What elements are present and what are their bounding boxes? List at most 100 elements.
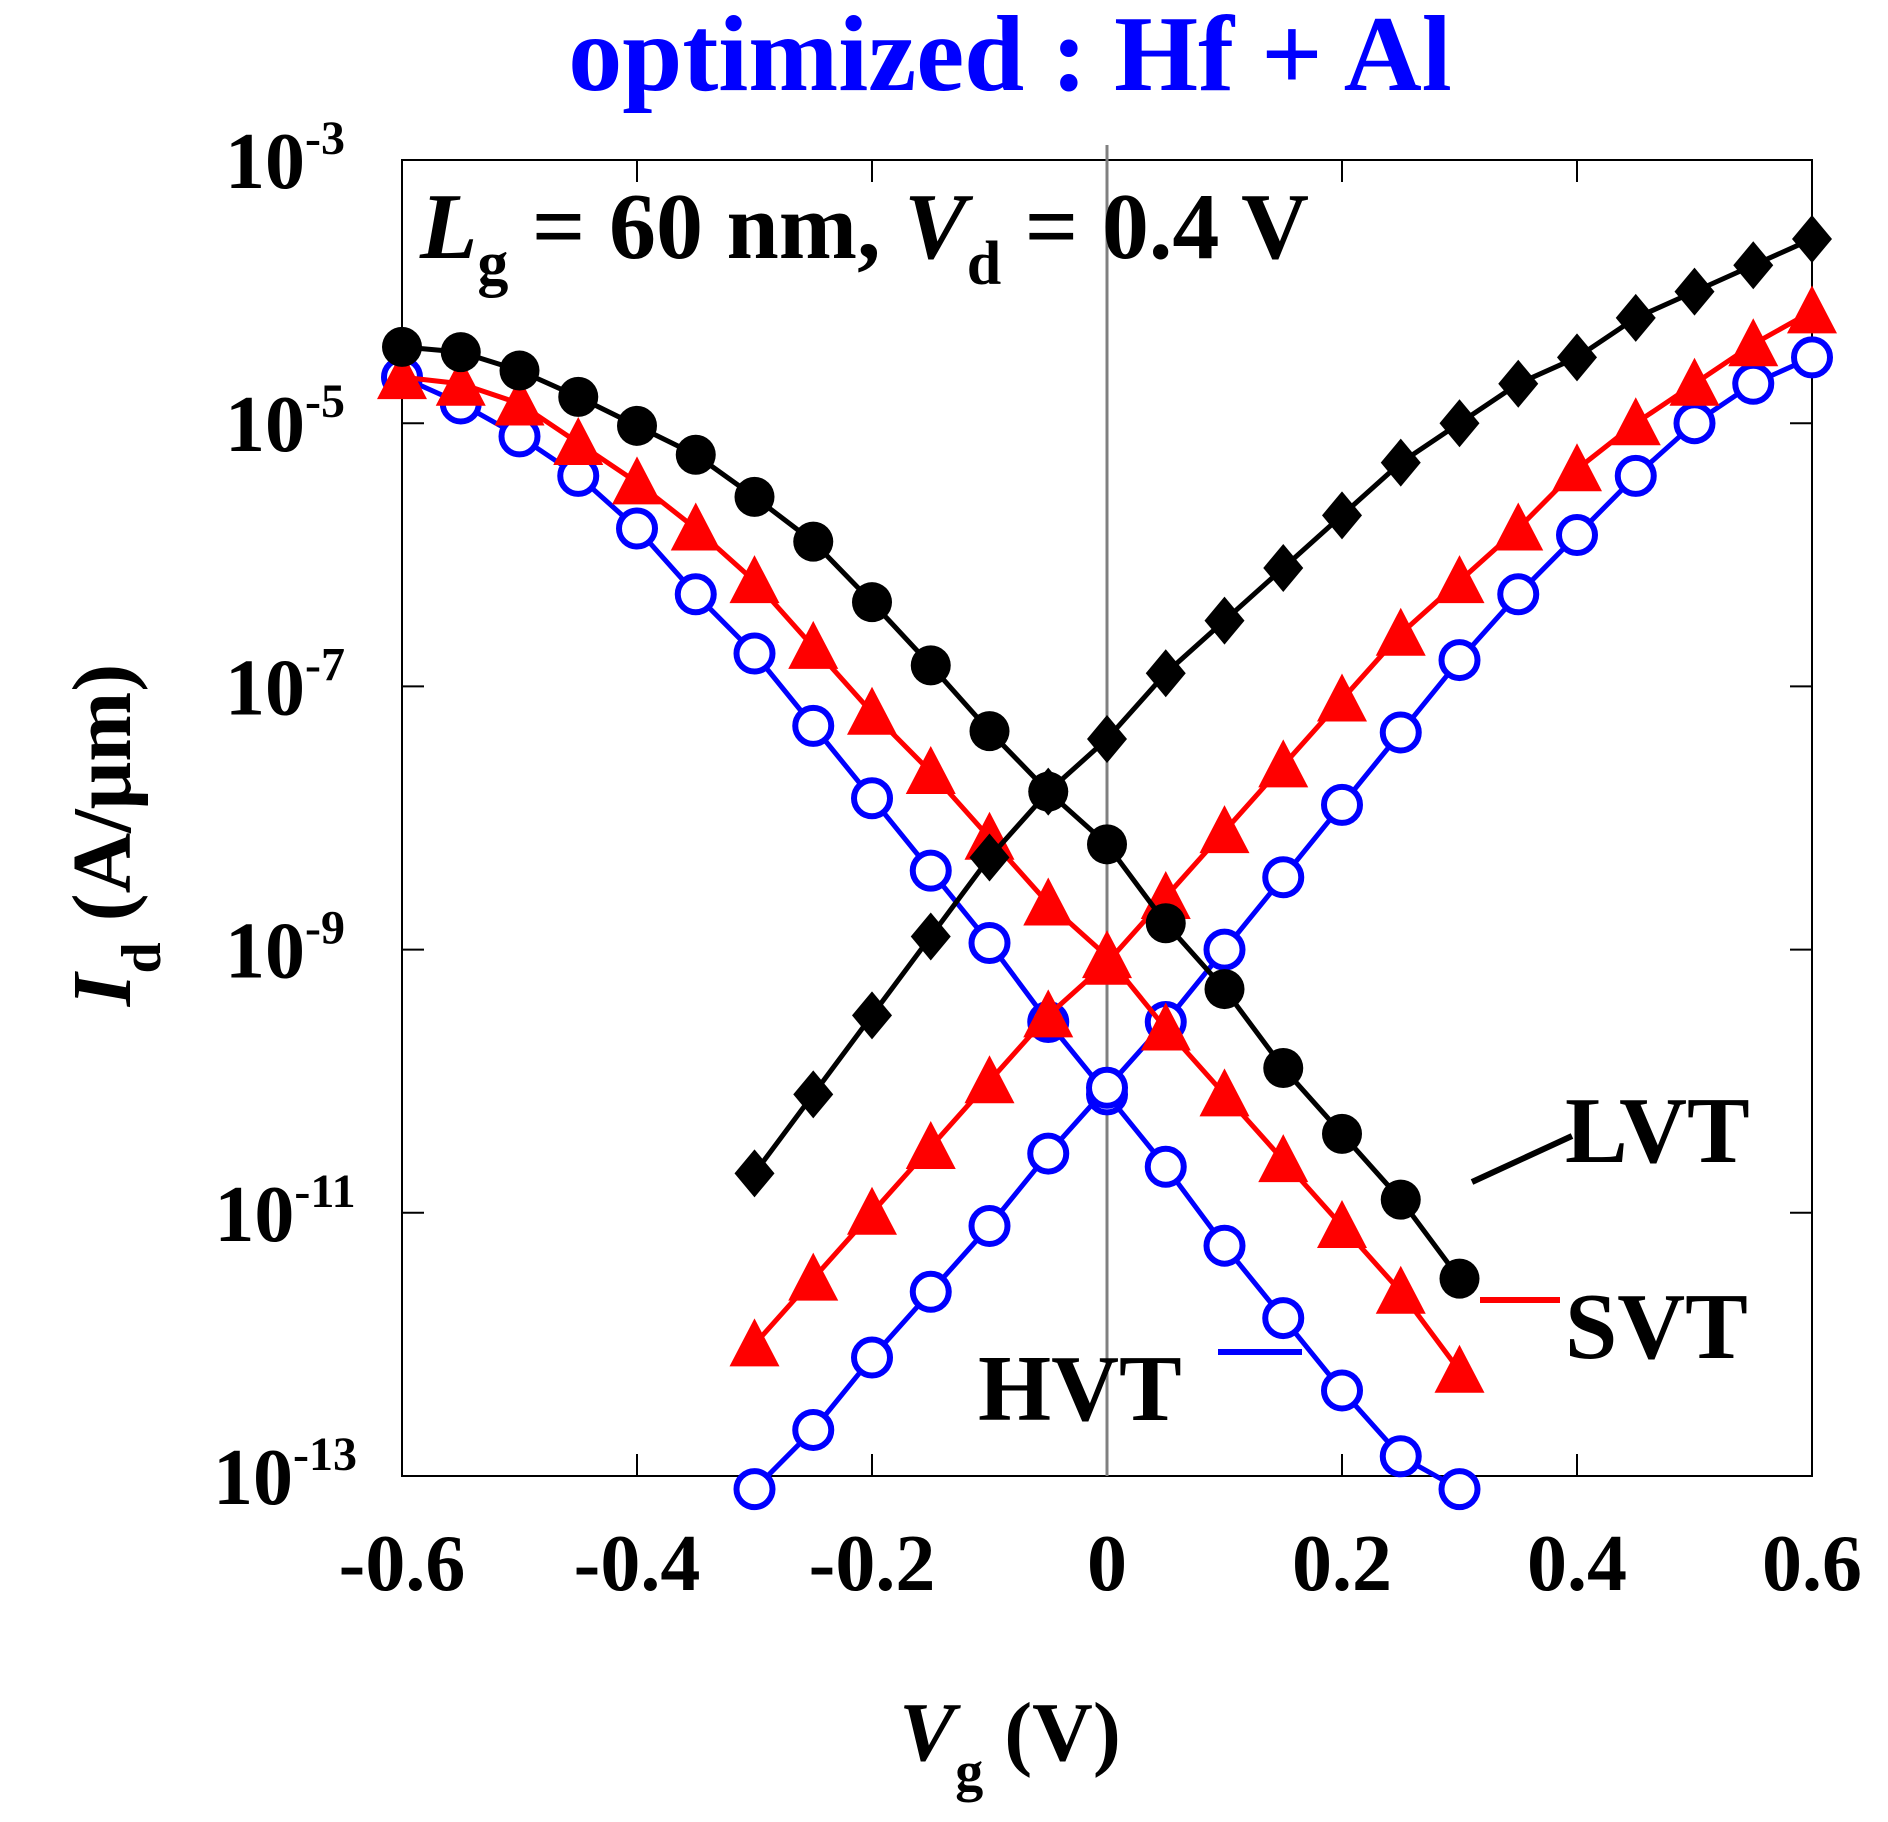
svt-nmos-point <box>1082 936 1132 985</box>
svt-nmos-point <box>1669 357 1720 406</box>
hvt-nmos-point <box>1379 711 1422 754</box>
hvt-nmos-point <box>909 1270 952 1313</box>
lvt-nmos-line <box>752 236 1814 1175</box>
x-tick-label: 0.2 <box>1292 1520 1392 1608</box>
svt-nmos-point <box>1375 607 1426 656</box>
series-label-lvt: LVT <box>1565 1079 1750 1183</box>
hvt-pmos-point <box>851 777 893 820</box>
lvt-pmos-point <box>1204 969 1245 1010</box>
lvt-nmos-point <box>793 1070 834 1119</box>
y-tick-label: 10-13 <box>213 1428 357 1522</box>
x-tick-label: 0.6 <box>1762 1520 1862 1608</box>
lvt-pmos-point <box>675 434 716 475</box>
hvt-nmos-point <box>1732 362 1775 405</box>
hvt-nmos-point <box>1203 928 1246 971</box>
svt-pmos-point <box>1317 1199 1367 1248</box>
x-axis-label: Vg (V) <box>899 1686 1121 1803</box>
hvt-nmos-point <box>733 1468 776 1511</box>
x-tick-label: -0.2 <box>809 1520 936 1608</box>
svt-nmos-point <box>1728 318 1779 367</box>
hvt-nmos-point <box>1614 454 1657 497</box>
svt-pmos-point <box>847 686 897 735</box>
lvt-nmos-point <box>1263 543 1304 592</box>
x-tick-label: 0.4 <box>1527 1520 1627 1608</box>
hvt-nmos-point <box>1497 573 1540 616</box>
lvt-nmos-point <box>1087 715 1127 764</box>
lvt-nmos-point <box>1557 333 1597 382</box>
lvt-nmos-point <box>1674 267 1715 316</box>
hvt-nmos-point <box>1086 1066 1128 1109</box>
lvt-pmos-point <box>382 326 422 367</box>
svt-pmos-point <box>729 555 780 604</box>
conditions-annotation: Lg = 60 nm, Vd = 0.4 V <box>419 175 1309 298</box>
lvt-nmos-point <box>910 912 951 961</box>
x-tick-label: -0.4 <box>574 1520 701 1608</box>
lvt-pmos-point <box>1380 1179 1421 1220</box>
svt-pmos-point <box>377 351 427 400</box>
svt-nmos-point <box>729 1318 780 1367</box>
lvt-nmos-point <box>1028 767 1069 816</box>
lvt-pmos-point <box>1087 824 1127 865</box>
svt-pmos-point <box>670 502 721 551</box>
svt-pmos-point <box>494 377 545 426</box>
hvt-pmos-point <box>792 704 835 747</box>
svt-nmos-point <box>905 1121 956 1169</box>
svt-nmos-point <box>1199 805 1250 854</box>
y-tick-label: 10-7 <box>225 638 345 732</box>
hvt-pmos-point <box>968 922 1011 965</box>
svt-nmos-point <box>847 1186 897 1235</box>
series-label-svt: SVT <box>1565 1275 1748 1379</box>
svt-pmos-point <box>1375 1265 1426 1314</box>
lvt-pmos-point <box>1263 1048 1304 1089</box>
y-tick-label: 10-11 <box>214 1165 355 1259</box>
lvt-nmos-point <box>1380 438 1421 487</box>
hvt-nmos-point <box>851 1336 893 1379</box>
svt-nmos-point <box>1787 285 1837 334</box>
lvt-pmos-point <box>734 476 775 517</box>
lvt-nmos-point <box>1439 399 1480 448</box>
lvt-nmos-point <box>1733 241 1774 290</box>
svt-pmos-point <box>1199 1068 1250 1117</box>
hvt-nmos-point <box>1791 336 1833 379</box>
hvt-pmos-point <box>1379 1435 1422 1478</box>
lvt-nmos-point <box>1498 359 1539 408</box>
svt-nmos-point <box>1434 555 1485 604</box>
lvt-nmos-point <box>1792 214 1832 263</box>
lvt-pmos-point <box>1439 1258 1480 1299</box>
hvt-nmos-point <box>1027 1132 1070 1175</box>
svt-pmos-point <box>1258 1134 1309 1183</box>
hvt-pmos-point <box>1203 1224 1246 1267</box>
y-tick-label: 10-9 <box>225 902 345 996</box>
lvt-nmos-point <box>852 991 892 1040</box>
svt-nmos-point <box>964 1055 1015 1104</box>
hvt-pmos-point <box>616 507 658 550</box>
hvt-pmos-point <box>674 573 717 616</box>
lvt-leader-line <box>1470 1133 1574 1185</box>
svt-pmos-point <box>1434 1344 1485 1393</box>
y-tick-label: 10-3 <box>225 112 345 206</box>
svt-pmos-point <box>1023 877 1074 926</box>
lvt-nmos-point <box>734 1149 775 1198</box>
svt-pmos-point <box>553 416 604 465</box>
hvt-pmos-point <box>909 849 952 892</box>
lvt-nmos-point <box>1204 596 1245 645</box>
lvt-nmos-point <box>1145 649 1186 698</box>
lvt-pmos-point <box>558 376 599 417</box>
lvt-pmos-point <box>969 711 1010 752</box>
lvt-pmos-point <box>852 582 892 623</box>
hvt-pmos-point <box>1438 1468 1481 1511</box>
lvt-nmos-point <box>1615 293 1656 342</box>
lvt-pmos-point <box>1145 903 1186 944</box>
svt-nmos-point <box>1493 502 1544 551</box>
chart-title: optimized : Hf + Al <box>568 0 1451 114</box>
hvt-pmos-point <box>1321 1369 1363 1412</box>
hvt-pmos-point <box>1262 1297 1305 1340</box>
lvt-pmos-point <box>793 521 834 562</box>
lvt-nmos-point <box>969 833 1010 882</box>
svt-nmos-point <box>1258 739 1309 788</box>
svt-nmos-point <box>1317 673 1367 722</box>
x-tick-label: -0.6 <box>339 1520 466 1608</box>
hvt-nmos-point <box>1321 783 1363 826</box>
hvt-nmos-point <box>1262 856 1305 899</box>
